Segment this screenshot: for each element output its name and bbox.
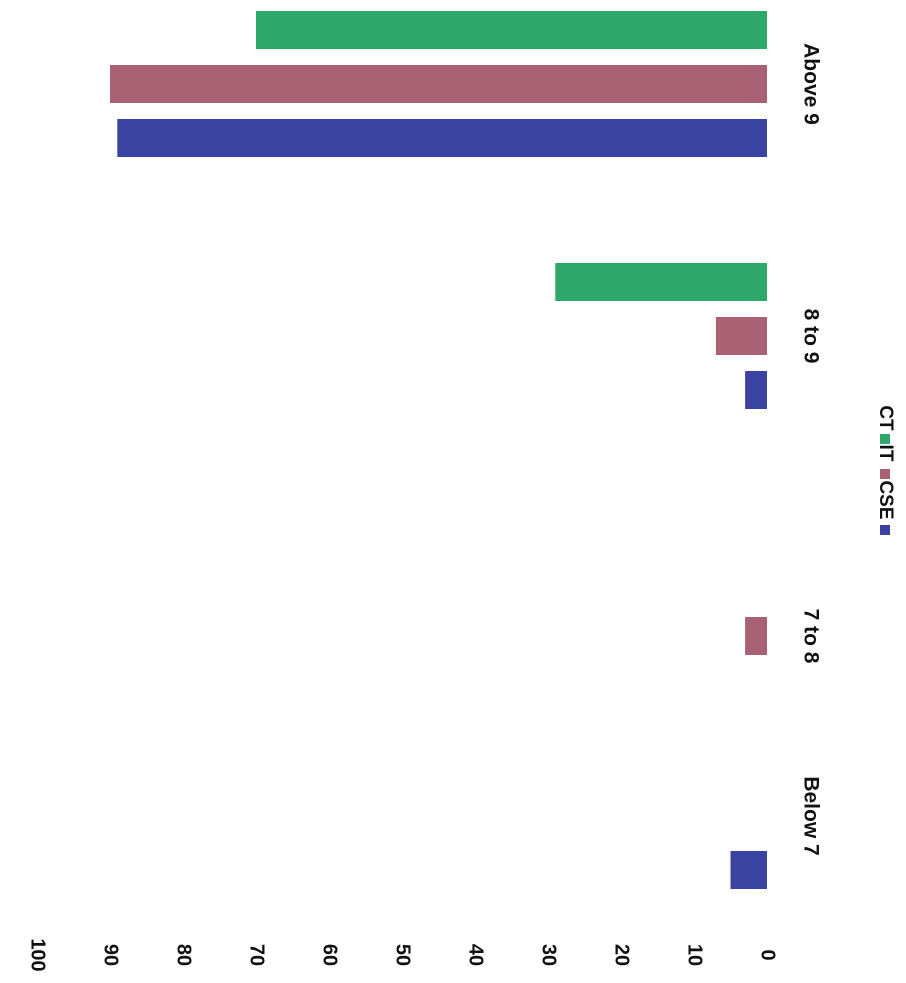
y-tick-label: 10 bbox=[684, 944, 706, 966]
bar-ct bbox=[256, 11, 767, 49]
bar-it bbox=[715, 317, 767, 355]
y-tick-label: 80 bbox=[173, 944, 195, 966]
y-tick-label: 20 bbox=[611, 944, 633, 966]
category-label: Below 7 bbox=[799, 776, 822, 855]
category-label: 8 to 9 bbox=[799, 309, 822, 364]
legend-label-cse: CSE bbox=[875, 480, 896, 519]
category-label: Above 9 bbox=[799, 43, 822, 125]
y-tick-label: 60 bbox=[319, 944, 341, 966]
category-label: 7 to 8 bbox=[799, 609, 822, 664]
y-tick-label: 90 bbox=[100, 944, 122, 966]
y-tick-label: 70 bbox=[246, 944, 268, 966]
y-tick-label: 40 bbox=[465, 944, 487, 966]
y-tick-label: 100 bbox=[27, 938, 49, 971]
bar-cse bbox=[117, 119, 768, 157]
y-axis-ticks: 0 10 20 30 40 50 60 70 80 90 100 bbox=[27, 938, 779, 971]
y-tick-label: 0 bbox=[757, 949, 779, 960]
legend-swatch-it bbox=[880, 469, 890, 479]
legend: CSE IT CT bbox=[875, 405, 896, 535]
legend-swatch-ct bbox=[880, 434, 890, 444]
bar-it bbox=[745, 617, 767, 655]
legend-swatch-cse bbox=[880, 525, 890, 535]
category-labels: Below 7 7 to 8 8 to 9 Above 9 bbox=[799, 43, 822, 856]
bar-cse bbox=[745, 371, 767, 409]
y-tick-label: 50 bbox=[392, 944, 414, 966]
bar-cse bbox=[730, 851, 767, 889]
legend-label-ct: CT bbox=[875, 405, 896, 431]
legend-label-it: IT bbox=[875, 445, 896, 462]
bar-it bbox=[110, 65, 767, 103]
bar-ct bbox=[555, 263, 767, 301]
y-tick-label: 30 bbox=[538, 944, 560, 966]
bars bbox=[110, 11, 768, 889]
